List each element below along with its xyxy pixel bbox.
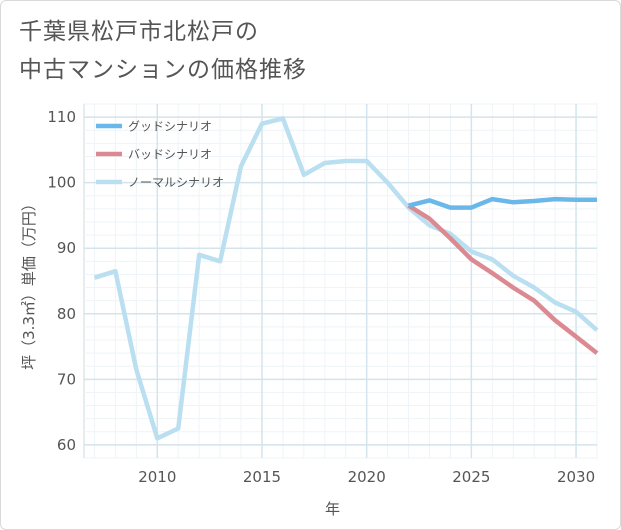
title-line-2: 中古マンションの価格推移	[19, 57, 307, 83]
x-axis-label: 年	[325, 500, 340, 518]
legend-label: グッドシナリオ	[128, 120, 212, 134]
series-line-0	[408, 196, 597, 210]
y-tick-label: 80	[57, 305, 76, 323]
x-tick-label: 2015	[243, 468, 281, 486]
title-line-1: 千葉県松戸市北松戸の	[19, 19, 259, 45]
y-tick-label: 70	[57, 370, 76, 388]
x-tick-label: 2010	[138, 468, 176, 486]
legend-label: バッドシナリオ	[128, 148, 212, 162]
x-tick-label: 2020	[348, 468, 386, 486]
series-line-1	[407, 203, 599, 355]
series-line-2	[93, 116, 599, 441]
x-tick-label: 2025	[452, 468, 490, 486]
legend-label: ノーマルシナリオ	[128, 176, 224, 190]
y-axis-label: 坪（3.3㎡）単価（万円）	[20, 196, 38, 370]
y-tick-label: 90	[57, 239, 76, 257]
chart-title: 千葉県松戸市北松戸の 中古マンションの価格推移	[19, 13, 307, 89]
y-tick-label: 110	[47, 108, 76, 126]
y-tick-label: 60	[57, 436, 76, 454]
y-tick-label: 100	[47, 174, 76, 192]
x-tick-label: 2030	[557, 468, 595, 486]
